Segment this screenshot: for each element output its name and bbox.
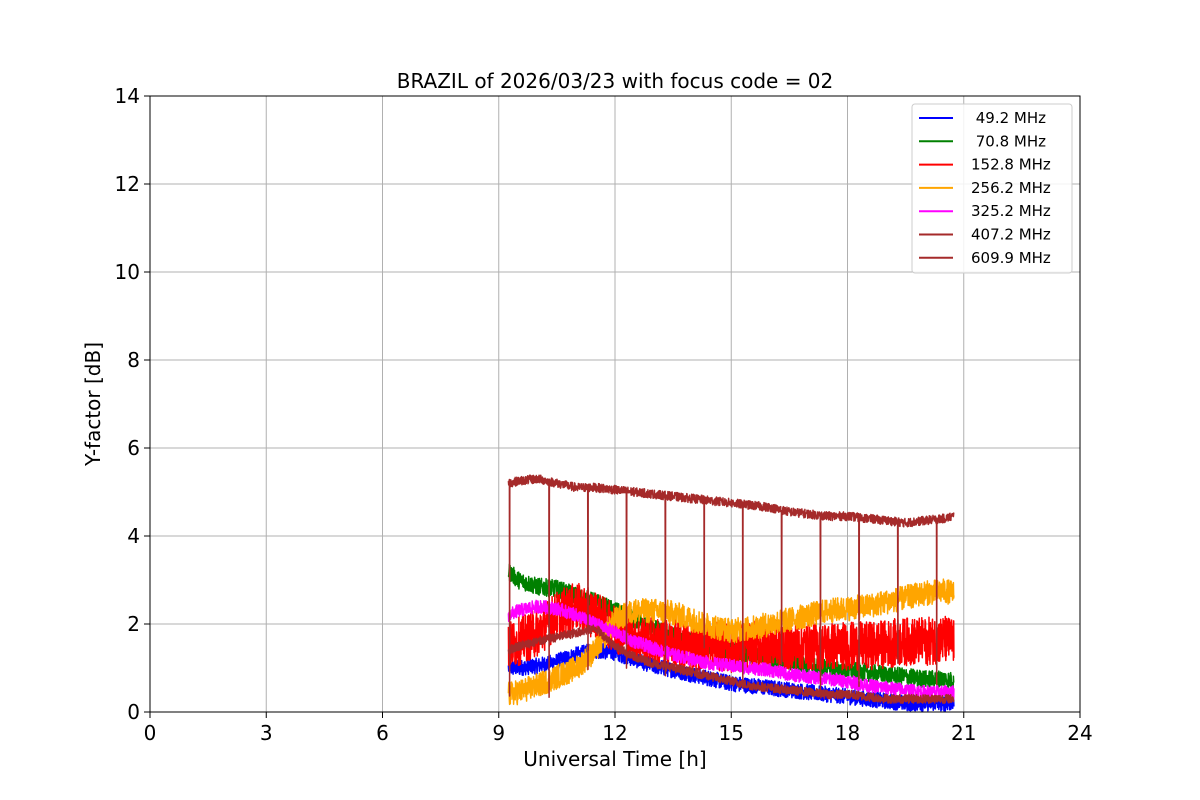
legend-label: 49.2 MHz [971,109,1046,127]
series-line-3 [507,582,955,673]
series-line-5 [507,599,955,700]
series-layer [507,474,955,712]
y-tick-label: 4 [127,524,140,548]
series-line-7 [507,474,955,699]
y-tick-label: 14 [115,84,140,108]
x-tick-label: 15 [719,721,744,745]
series-line-6 [507,624,955,704]
x-tick-label: 21 [951,721,976,745]
x-tick-label: 18 [835,721,860,745]
chart-title: BRAZIL of 2026/03/23 with focus code = 0… [397,69,834,93]
legend: 49.2 MHz 70.8 MHz 152.8 MHz 256.2 MHz 325.2… [911,103,1073,274]
x-tick-label: 6 [376,721,389,745]
y-tick-label: 0 [127,700,140,724]
x-tick-label: 12 [602,721,627,745]
y-tick-label: 2 [127,612,140,636]
legend-label: 609.9 MHz [971,249,1051,267]
y-tick-label: 12 [115,172,140,196]
x-axis-label: Universal Time [h] [523,747,706,771]
y-tick-label: 8 [127,348,140,372]
x-tick-label: 0 [144,721,157,745]
y-tick-label: 6 [127,436,140,460]
legend-label: 325.2 MHz [971,202,1051,220]
legend-label: 407.2 MHz [971,226,1051,244]
legend-label: 152.8 MHz [971,156,1051,174]
y-tick-label: 10 [115,260,140,284]
x-tick-label: 9 [492,721,505,745]
series-line-4 [507,578,955,706]
x-tick-label: 24 [1067,721,1092,745]
legend-label: 70.8 MHz [971,132,1046,150]
legend-frame [911,103,1073,274]
y-axis-label: Y-factor [dB] [81,342,105,467]
legend-label: 256.2 MHz [971,179,1051,197]
x-tick-label: 3 [260,721,273,745]
